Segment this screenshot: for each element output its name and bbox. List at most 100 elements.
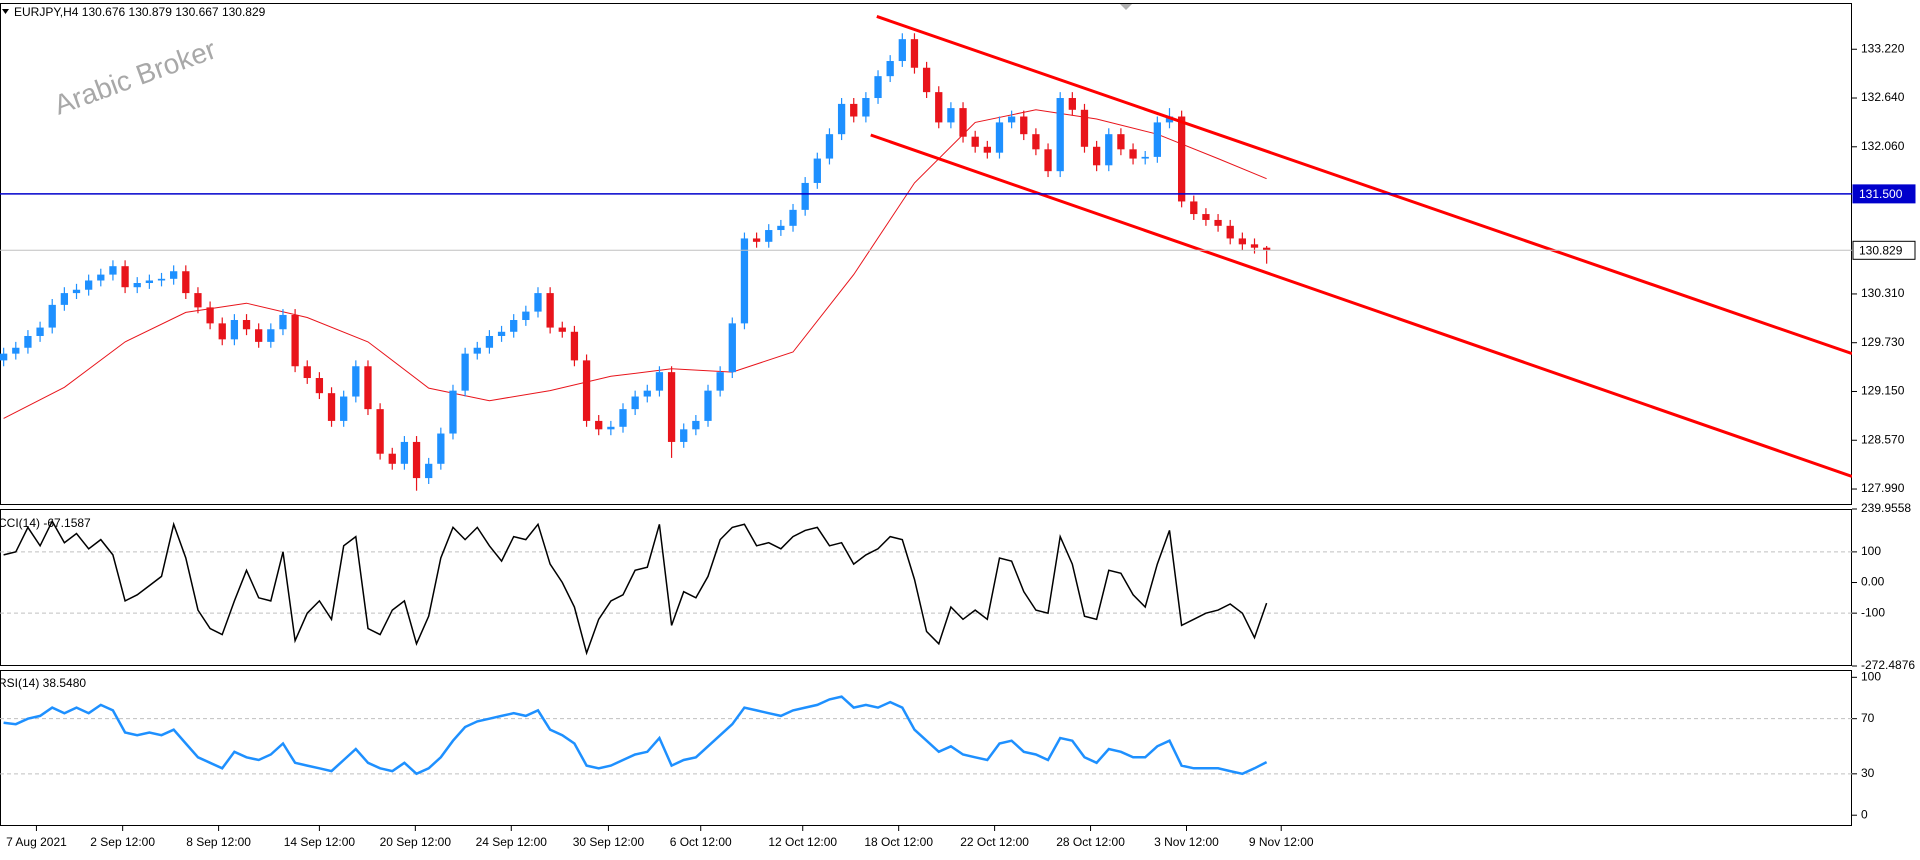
candle-body	[218, 323, 226, 340]
moving-average	[3, 109, 1267, 419]
candle-body	[279, 314, 287, 330]
candle-body	[133, 283, 141, 288]
cci-panel-frame	[0, 509, 1852, 666]
candle-body	[1202, 214, 1210, 220]
candle-body	[1007, 116, 1016, 123]
candle-body	[728, 323, 736, 373]
trend-line	[870, 133, 1852, 478]
candle-body	[607, 426, 615, 430]
candle-body	[935, 92, 943, 123]
candle-body	[1056, 98, 1064, 172]
candle-body	[1020, 116, 1028, 135]
candle-body	[643, 390, 651, 397]
candle-body	[582, 360, 591, 421]
candle-body	[1214, 219, 1222, 226]
candle-body	[1080, 109, 1089, 147]
menu-marker	[2, 9, 9, 14]
x-tick-label: 12 Oct 12:00	[768, 835, 837, 849]
price-label: 130.829	[1859, 243, 1903, 257]
candle-body	[437, 433, 445, 464]
candle-body	[364, 366, 372, 410]
y-tick-label: 130.310	[1861, 286, 1905, 300]
candle-body	[510, 320, 518, 332]
y-tick-label: 133.220	[1861, 41, 1905, 55]
candle-body	[1068, 98, 1076, 110]
rsi-plot	[0, 695, 1852, 776]
y-tick-label: 127.990	[1861, 481, 1905, 495]
price-label-box	[1852, 240, 1916, 260]
candle-body	[109, 266, 117, 275]
x-tick-label: 20 Sep 12:00	[380, 835, 452, 849]
candle-body	[182, 271, 190, 294]
candle-body	[680, 429, 688, 442]
candle-body	[230, 320, 239, 340]
candle-body	[631, 396, 639, 410]
candle-body	[886, 61, 894, 77]
x-tick-label: 7 Aug 2021	[6, 835, 67, 849]
candle-body	[425, 463, 433, 479]
candle-body	[522, 311, 530, 321]
y-tick-label: 129.150	[1861, 384, 1905, 398]
candle-body	[558, 327, 566, 332]
y-tick-label: 132.060	[1861, 139, 1905, 153]
y-tick-label: 132.640	[1861, 90, 1905, 104]
x-tick-label: 30 Sep 12:00	[573, 835, 645, 849]
candle-body	[655, 372, 664, 391]
y-tick-label: 0	[1861, 807, 1868, 821]
x-tick-label: 18 Oct 12:00	[864, 835, 933, 849]
candle-body	[1105, 134, 1113, 166]
y-tick-label: 30	[1861, 766, 1875, 780]
candle-body	[534, 293, 542, 312]
candle-body	[97, 274, 105, 281]
candle-body	[1177, 116, 1186, 202]
rsi-panel-frame	[0, 670, 1852, 826]
candle-body	[959, 108, 967, 137]
candle-body	[157, 278, 166, 281]
candle-body	[983, 146, 991, 153]
trend-line	[876, 15, 1852, 356]
candle-body	[947, 108, 955, 123]
cci-header: CCI(14) -67.1587	[0, 516, 91, 530]
candle-body	[485, 335, 494, 348]
indicator-line	[3, 695, 1268, 776]
candle-body	[765, 230, 773, 242]
candle-body	[667, 372, 676, 442]
candle-body	[898, 39, 906, 62]
candle-body	[1250, 244, 1259, 248]
candle-body	[291, 314, 299, 367]
x-tick-label: 14 Sep 12:00	[284, 835, 356, 849]
candle-body	[1129, 149, 1137, 159]
y-tick-label: 70	[1861, 711, 1875, 725]
candle-body	[874, 76, 882, 99]
candle-body	[1092, 146, 1101, 166]
candle-body	[813, 158, 821, 183]
candle-body	[1190, 201, 1198, 215]
candle-body	[315, 378, 324, 394]
candle-body	[48, 304, 56, 328]
x-tick-label: 9 Nov 12:00	[1249, 835, 1314, 849]
candle-body	[910, 39, 919, 68]
candle-body	[267, 329, 275, 342]
candle-body	[1117, 134, 1125, 150]
shift-marker	[1120, 4, 1132, 10]
candle-body	[12, 347, 20, 354]
candle-body	[850, 103, 858, 117]
candle-body	[400, 441, 409, 464]
price-label-box	[1852, 184, 1916, 204]
candle-body	[376, 409, 384, 454]
candle-body	[0, 353, 8, 361]
main-panel-frame	[0, 3, 1852, 505]
x-tick-label: 6 Oct 12:00	[670, 835, 732, 849]
candle-body	[449, 390, 457, 434]
candle-body	[352, 366, 360, 397]
candle-body	[619, 409, 627, 427]
main-header: EURJPY,H4 130.676 130.879 130.667 130.82…	[14, 5, 266, 19]
candle-body	[60, 293, 69, 305]
candle-body	[1165, 116, 1174, 123]
y-tick-label: 0.00	[1861, 575, 1885, 589]
candle-body	[242, 320, 251, 330]
candle-body	[740, 238, 749, 324]
